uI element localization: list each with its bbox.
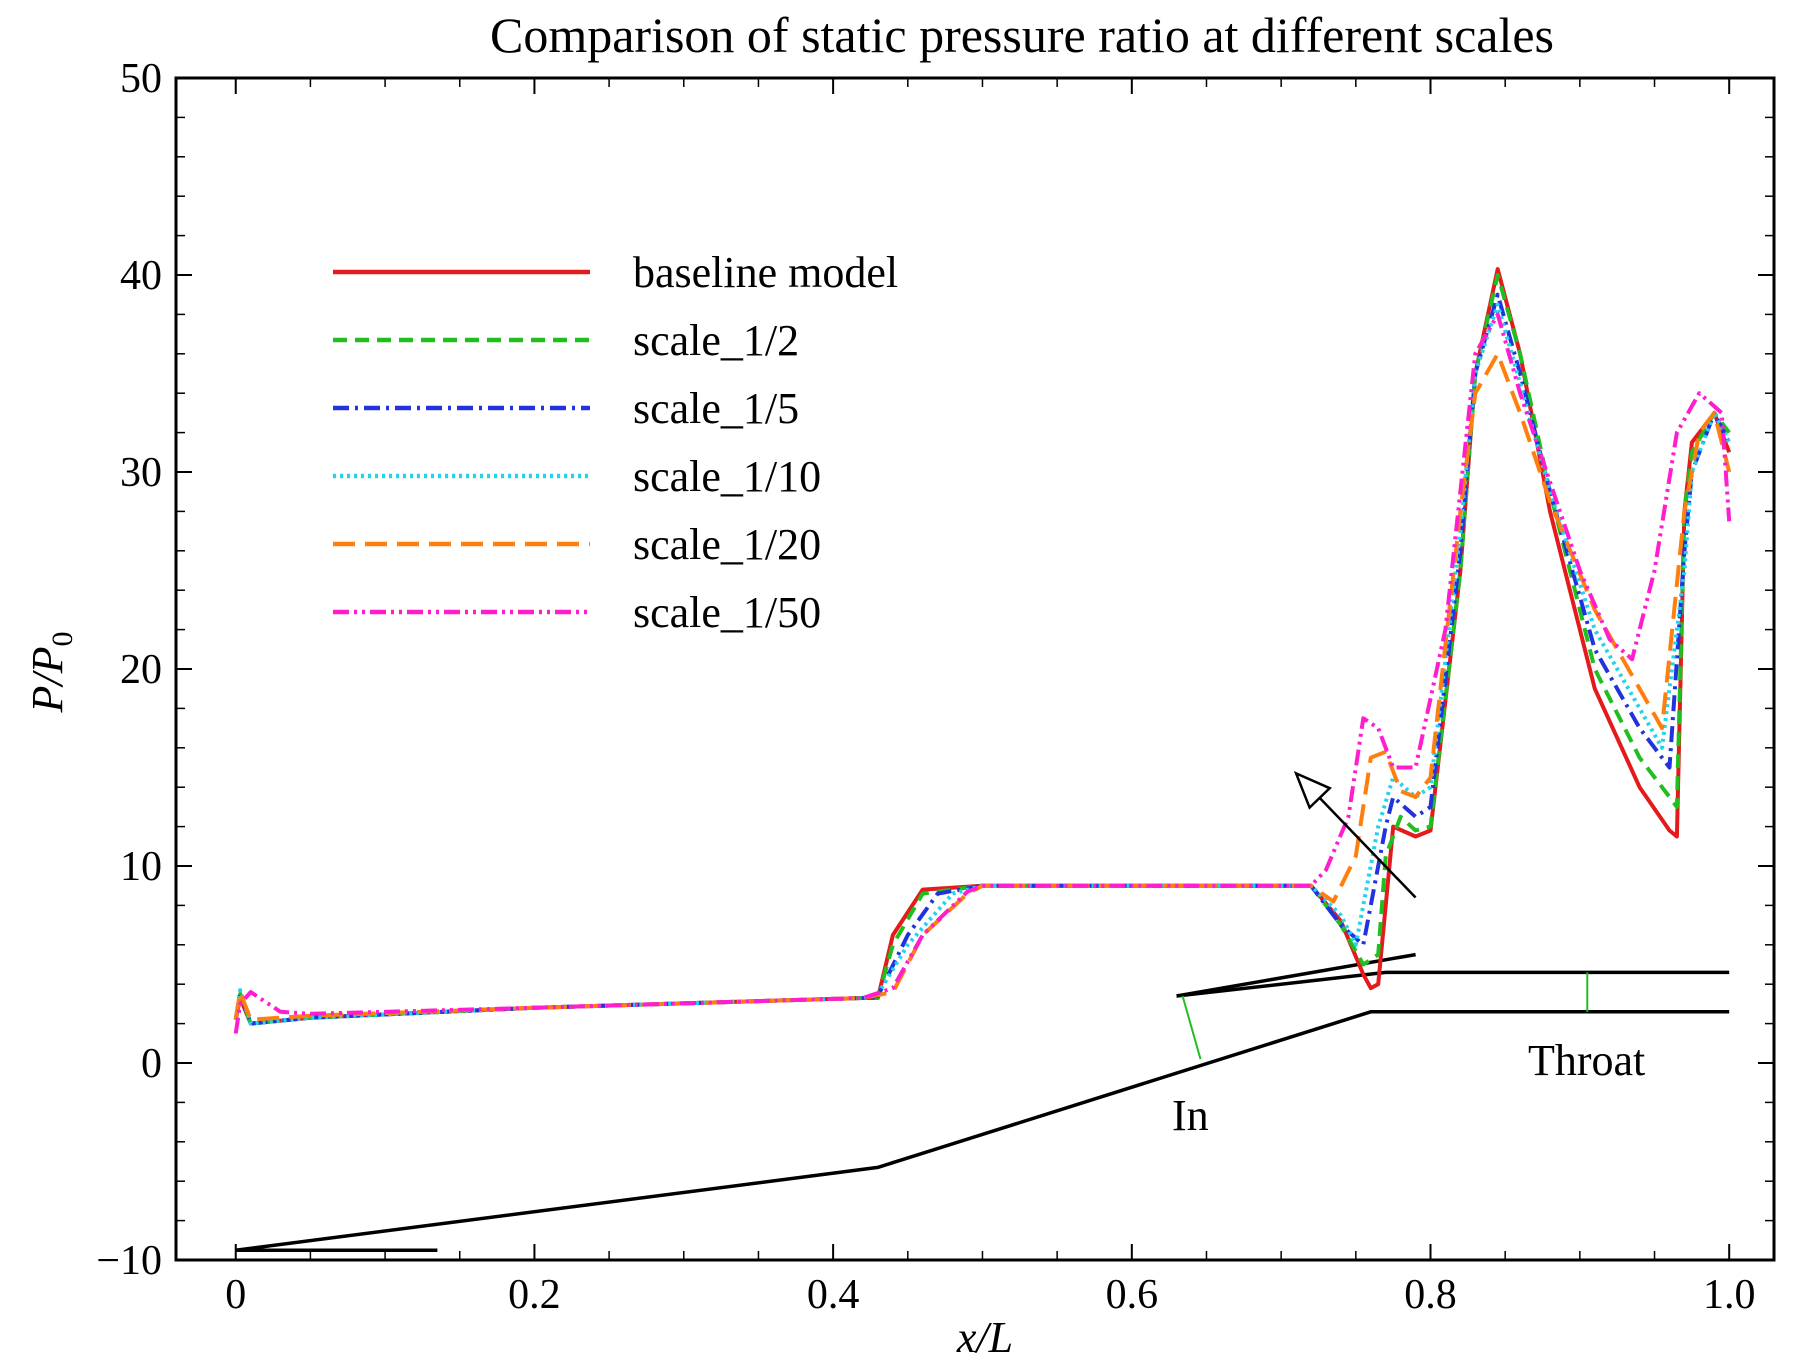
trend-arrow-head (1293, 771, 1332, 810)
y-tick-label: 40 (120, 253, 162, 299)
series-lines (233, 267, 1732, 1034)
x-tick-label: 0.6 (1106, 1272, 1159, 1318)
x-axis-label: x/L (956, 1313, 1013, 1362)
geometry-sketch (235, 952, 1730, 1252)
series-line-4 (233, 351, 1732, 1022)
annotation-in: In (1172, 1091, 1209, 1140)
y-tick-label: 50 (120, 56, 162, 102)
y-tick-label: 20 (120, 647, 162, 693)
lower-wall (235, 1010, 1730, 1252)
legend-label-0: baseline model (633, 248, 898, 297)
y-axis: −10 0 10 20 30 40 50 (96, 56, 1774, 1284)
y-axis-label: P/P0 (23, 632, 79, 714)
trend-arrow-shaft (1318, 797, 1417, 899)
legend-label-4: scale_1/20 (633, 520, 821, 569)
y-tick-label: −10 (96, 1238, 162, 1284)
series-line-3 (233, 302, 1731, 1026)
x-tick-label: 0.2 (508, 1272, 561, 1318)
series-line-5 (233, 312, 1732, 1034)
x-axis: 0 0.2 0.4 0.6 0.8 1.0 (225, 78, 1755, 1318)
y-tick-label: 0 (141, 1041, 162, 1087)
x-tick-label: 0.8 (1404, 1272, 1457, 1318)
inlet-line (1181, 995, 1202, 1060)
legend-label-2: scale_1/5 (633, 384, 799, 433)
legend-label-5: scale_1/50 (633, 588, 821, 637)
upper-wall (1176, 970, 1730, 998)
y-tick-label: 10 (120, 844, 162, 890)
x-tick-label: 0 (225, 1272, 246, 1318)
legend-label-1: scale_1/2 (633, 316, 799, 365)
y-tick-label: 30 (120, 450, 162, 496)
legend: baseline model scale_1/2 scale_1/5 scale_1/… (333, 248, 898, 637)
series-line-1 (233, 273, 1731, 1026)
annotation-throat: Throat (1528, 1036, 1645, 1085)
series-line-2 (233, 292, 1731, 1026)
x-tick-label: 0.4 (807, 1272, 860, 1318)
x-tick-label: 1.0 (1703, 1272, 1756, 1318)
legend-label-3: scale_1/10 (633, 452, 821, 501)
series-line-0 (233, 267, 1732, 1026)
cowl-lip (1176, 952, 1416, 998)
chart-title: Comparison of static pressure ratio at d… (490, 7, 1554, 63)
